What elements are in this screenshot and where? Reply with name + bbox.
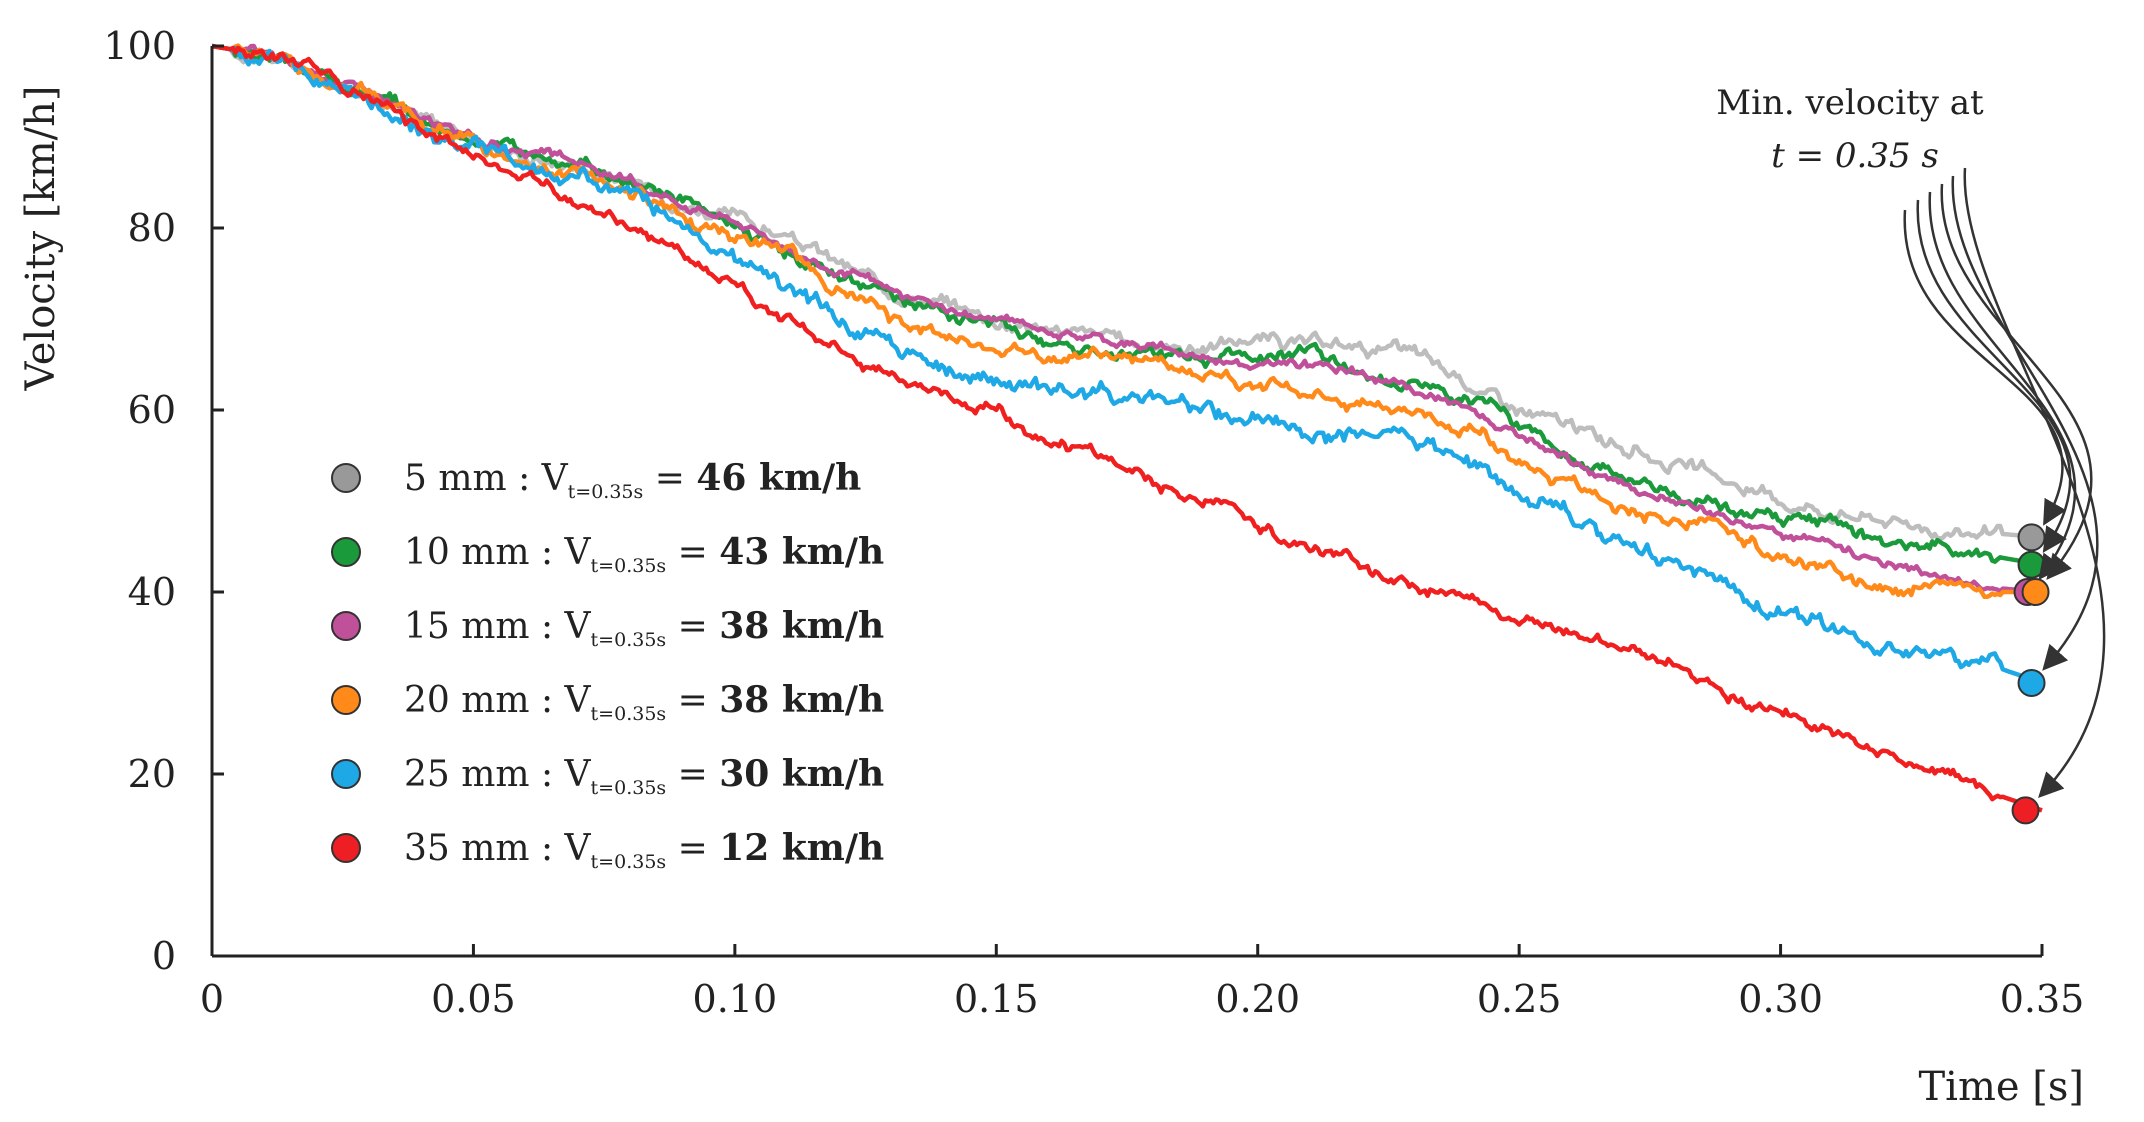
x-tick-label: 0.35 — [2000, 977, 2085, 1021]
annotation-line2: t = 0.35 s — [1771, 136, 1939, 176]
series-line-15mm — [211, 43, 2043, 595]
x-tick-label: 0 — [200, 977, 224, 1021]
legend-item: 35 mm : Vt=0.35s = 12 km/h — [331, 827, 884, 873]
end-marker-10mm — [2017, 550, 2046, 579]
legend-label: 20 mm : Vt=0.35s = 38 km/h — [404, 679, 884, 725]
x-tick-label: 0.25 — [1477, 977, 1562, 1021]
annotation-arrow — [1940, 183, 2093, 580]
annotation-arrow — [1951, 175, 2099, 671]
y-tick-label: 0 — [152, 934, 176, 978]
legend-swatch — [331, 537, 361, 567]
annotation-arrow — [1963, 167, 2106, 799]
annotation-arrow — [1928, 191, 2077, 581]
end-marker-25mm — [2017, 669, 2046, 697]
series-line-35mm — [211, 43, 2043, 813]
end-marker-5mm — [2017, 523, 2046, 552]
legend-item: 15 mm : Vt=0.35s = 38 km/h — [331, 605, 884, 651]
end-marker-20mm — [2021, 578, 2050, 606]
legend-item: 20 mm : Vt=0.35s = 38 km/h — [331, 679, 884, 725]
legend-label: 25 mm : Vt=0.35s = 30 km/h — [404, 753, 884, 799]
legend-swatch — [331, 611, 361, 641]
legend-item: 10 mm : Vt=0.35s = 43 km/h — [331, 531, 884, 577]
legend-swatch — [331, 685, 361, 715]
legend-label: 5 mm : Vt=0.35s = 46 km/h — [404, 457, 861, 503]
legend-item: 5 mm : Vt=0.35s = 46 km/h — [331, 457, 861, 503]
series-layer — [211, 43, 2043, 813]
series-line-20mm — [211, 43, 2042, 600]
series-line-25mm — [211, 43, 2043, 686]
x-tick-label: 0.15 — [954, 977, 1039, 1021]
x-tick-label: 0.05 — [431, 977, 516, 1021]
legend-item: 25 mm : Vt=0.35s = 30 km/h — [331, 753, 884, 799]
y-axis-title: Velocity [km/h] — [18, 86, 64, 392]
y-tick-label: 60 — [128, 388, 176, 432]
x-tick-label: 0.30 — [1738, 977, 1823, 1021]
marker-layer — [2011, 523, 2050, 825]
legend-label: 10 mm : Vt=0.35s = 43 km/h — [404, 531, 884, 577]
y-tick-label: 20 — [128, 752, 176, 796]
legend-swatch — [331, 833, 361, 863]
y-tick-label: 80 — [128, 206, 176, 250]
legend: 5 mm : Vt=0.35s = 46 km/h 10 mm : Vt=0.35… — [331, 457, 884, 873]
x-tick-label: 0.10 — [693, 977, 778, 1021]
end-marker-35mm — [2011, 796, 2040, 825]
axes-layer: 0 0.05 0.10 0.15 0.20 0.25 0.30 0.35 0 20 40 60 80 10… — [103, 24, 2084, 1021]
legend-label: 15 mm : Vt=0.35s = 38 km/h — [404, 605, 884, 651]
y-tick-label: 40 — [128, 570, 176, 614]
x-axis-title: Time [s] — [1918, 1064, 2084, 1110]
y-tick-label: 100 — [103, 24, 176, 68]
x-tick-label: 0.20 — [1215, 977, 1300, 1021]
annotation-arrow — [1903, 209, 2067, 526]
legend-swatch — [331, 463, 361, 493]
legend-label: 35 mm : Vt=0.35s = 12 km/h — [404, 827, 884, 873]
annotation: Min. velocity at t = 0.35 s — [1716, 83, 2106, 799]
annotation-arrow — [1916, 199, 2072, 553]
legend-swatch — [331, 759, 361, 789]
annotation-line1: Min. velocity at — [1716, 83, 1984, 123]
